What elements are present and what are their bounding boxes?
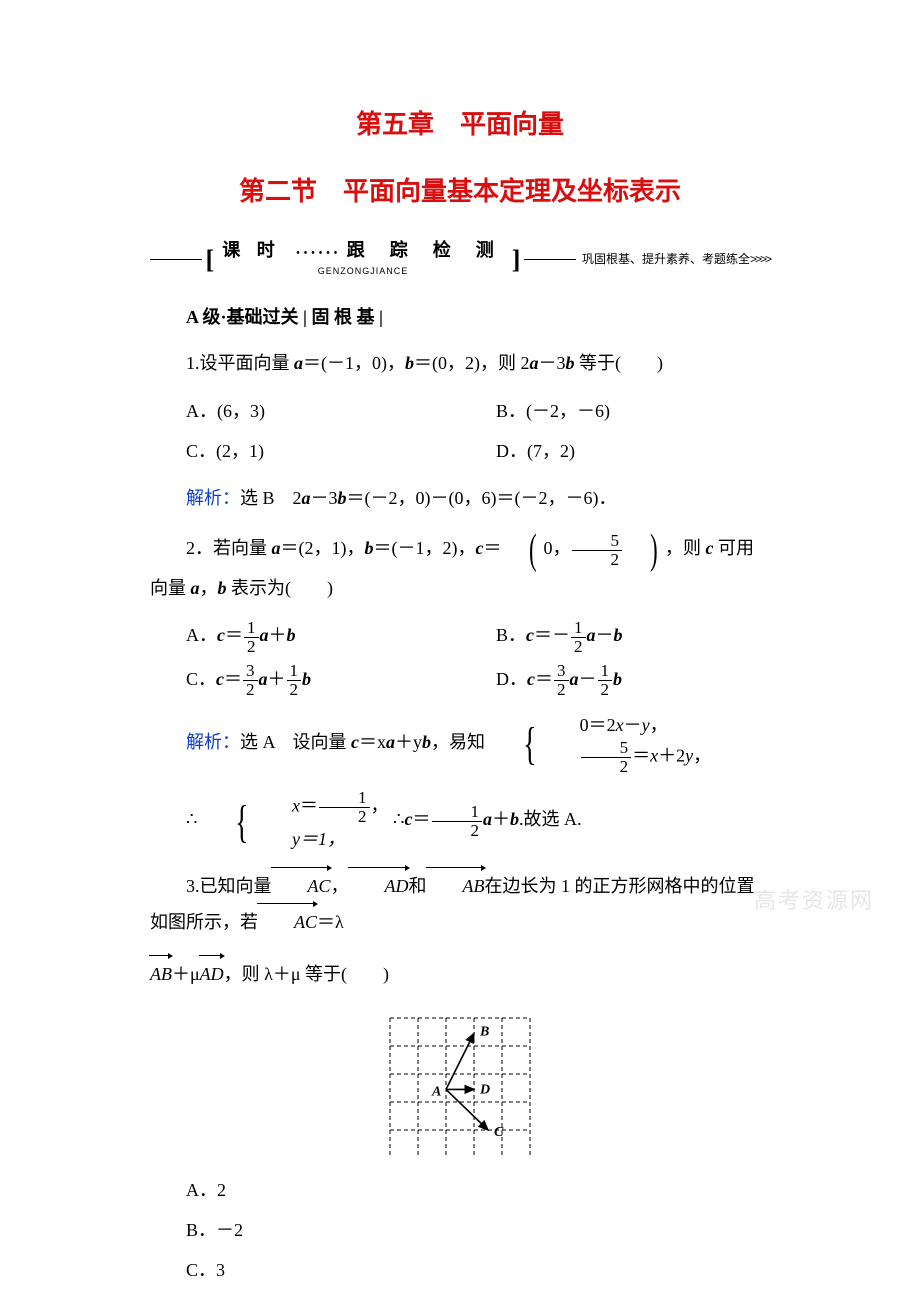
svg-text:A: A — [431, 1084, 441, 1099]
q3-opt-A: A．2 — [150, 1173, 770, 1207]
q3-opt-C: C．3 — [150, 1253, 770, 1287]
q1-stem: 1.设平面向量 a＝(－1，0)，b＝(0，2)，则 2a－3b 等于( ) — [150, 346, 770, 380]
svg-text:C: C — [494, 1125, 504, 1140]
q3-figure: A B D C — [375, 1006, 545, 1156]
banner-chev: >>>> — [750, 248, 770, 271]
q2-opt-A: A．c＝12a＋b — [150, 618, 460, 655]
q2-opt-B: B．c＝－12a－b — [460, 618, 770, 655]
section-title: 第二节 平面向量基本定理及坐标表示 — [150, 167, 770, 216]
level-tag: A 级·基础过关 | 固 根 基 | — [150, 300, 770, 334]
q2-stem: 2．若向量 a＝(2，1)，b＝(－1，2)，c＝(0，52)，则 c 可用向量… — [150, 529, 770, 605]
watermark: 高考资源网 — [754, 880, 874, 922]
q2-opt-D: D．c＝32a－12b — [460, 662, 770, 699]
q1-options: A．(6，3) B．(－2，－6) C．(2，1) D．(7，2) — [150, 391, 770, 471]
q1-answer: 解析：选 B 2a－3b＝(－2，0)－(0，6)＝(－2，－6)． — [150, 481, 770, 515]
q2-opt-C: C．c＝32a＋12b — [150, 662, 460, 699]
banner-tail: 巩固根基、提升素养、考题练全 — [576, 248, 750, 271]
banner-keshi: 课 时 — [222, 240, 281, 260]
q1-opt-B: B．(－2，－6) — [460, 394, 770, 428]
lesson-banner: [ 课 时 •••••• 跟 踪 检 测 GENZONGJIANCE ] 巩固根… — [150, 235, 770, 284]
svg-text:D: D — [479, 1082, 490, 1097]
q1-opt-D: D．(7，2) — [460, 434, 770, 468]
q3-stem-line1: 3.已知向量AC，AD和AB在边长为 1 的正方形网格中的位置如图所示，若AC＝… — [150, 867, 770, 939]
svg-text:B: B — [479, 1024, 489, 1039]
q2-answer-2: ∴ { x＝12， y＝1， ∴c＝12a＋b.故选 A. — [150, 789, 770, 853]
q1-opt-C: C．(2，1) — [150, 434, 460, 468]
q3-opt-B: B．－2 — [150, 1213, 770, 1247]
q1-opt-A: A．(6，3) — [150, 394, 460, 428]
q2-options: A．c＝12a＋b B．c＝－12a－b C．c＝32a＋12b D．c＝32a… — [150, 615, 770, 701]
q2-answer-1: 解析：选 A 设向量 c＝xa＋yb，易知 { 0＝2x－y， 52＝x＋2y， — [150, 712, 770, 776]
banner-pinyin: GENZONGJIANCE — [318, 266, 409, 276]
q3-options: A．2 B．－2 C．3 — [150, 1170, 770, 1291]
banner-jiance: 跟 踪 检 测 — [347, 240, 504, 260]
chapter-title: 第五章 平面向量 — [150, 100, 770, 149]
q3-stem-line2: AB＋μAD，则 λ＋μ 等于( ) — [150, 955, 770, 991]
